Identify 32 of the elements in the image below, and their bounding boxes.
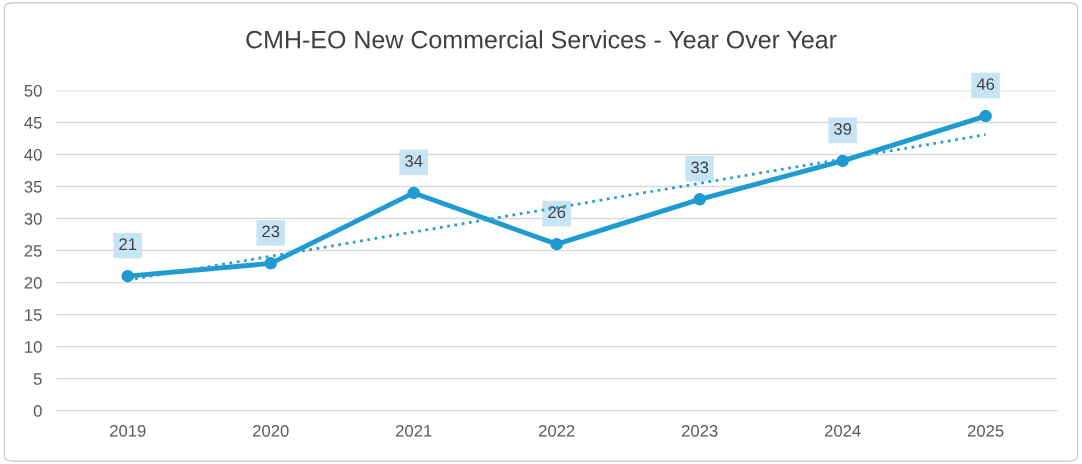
y-tick-label: 25 — [24, 244, 42, 257]
y-tick-label: 15 — [25, 309, 42, 321]
chart-title: CMH-EO New Commercial Services - Year Over Year — [246, 30, 837, 49]
data-label: 46 — [976, 78, 995, 91]
data-label: 21 — [119, 238, 137, 250]
x-tick-label: 2022 — [538, 424, 575, 437]
x-tick-label: 2023 — [681, 424, 718, 437]
data-label: 39 — [834, 123, 852, 135]
y-tick-label: 30 — [24, 212, 42, 225]
x-tick-label: 2019 — [110, 424, 146, 437]
y-tick-label: 10 — [25, 341, 42, 353]
data-label: 26 — [548, 206, 566, 219]
point — [264, 257, 277, 270]
x-tick-label: 2025 — [967, 424, 1004, 437]
y-tick-label: 20 — [24, 276, 42, 289]
point — [407, 186, 420, 200]
point — [121, 269, 135, 283]
data-label: 34 — [405, 155, 423, 167]
y-tick-label: 50 — [24, 84, 42, 97]
point — [550, 237, 563, 251]
point — [979, 109, 992, 123]
x-tick-label: 2021 — [396, 424, 432, 437]
y-tick-label: 35 — [24, 180, 42, 193]
y-tick-label: 45 — [24, 117, 42, 129]
x-tick-label: 2020 — [253, 424, 289, 437]
point — [693, 193, 706, 206]
x-tick-label: 2024 — [824, 424, 861, 437]
data-label: 33 — [691, 161, 709, 174]
data-label: 23 — [262, 225, 280, 238]
y-tick-label: 5 — [33, 373, 42, 385]
y-tick-label: 0 — [33, 405, 42, 417]
y-tick-label: 40 — [24, 148, 42, 161]
